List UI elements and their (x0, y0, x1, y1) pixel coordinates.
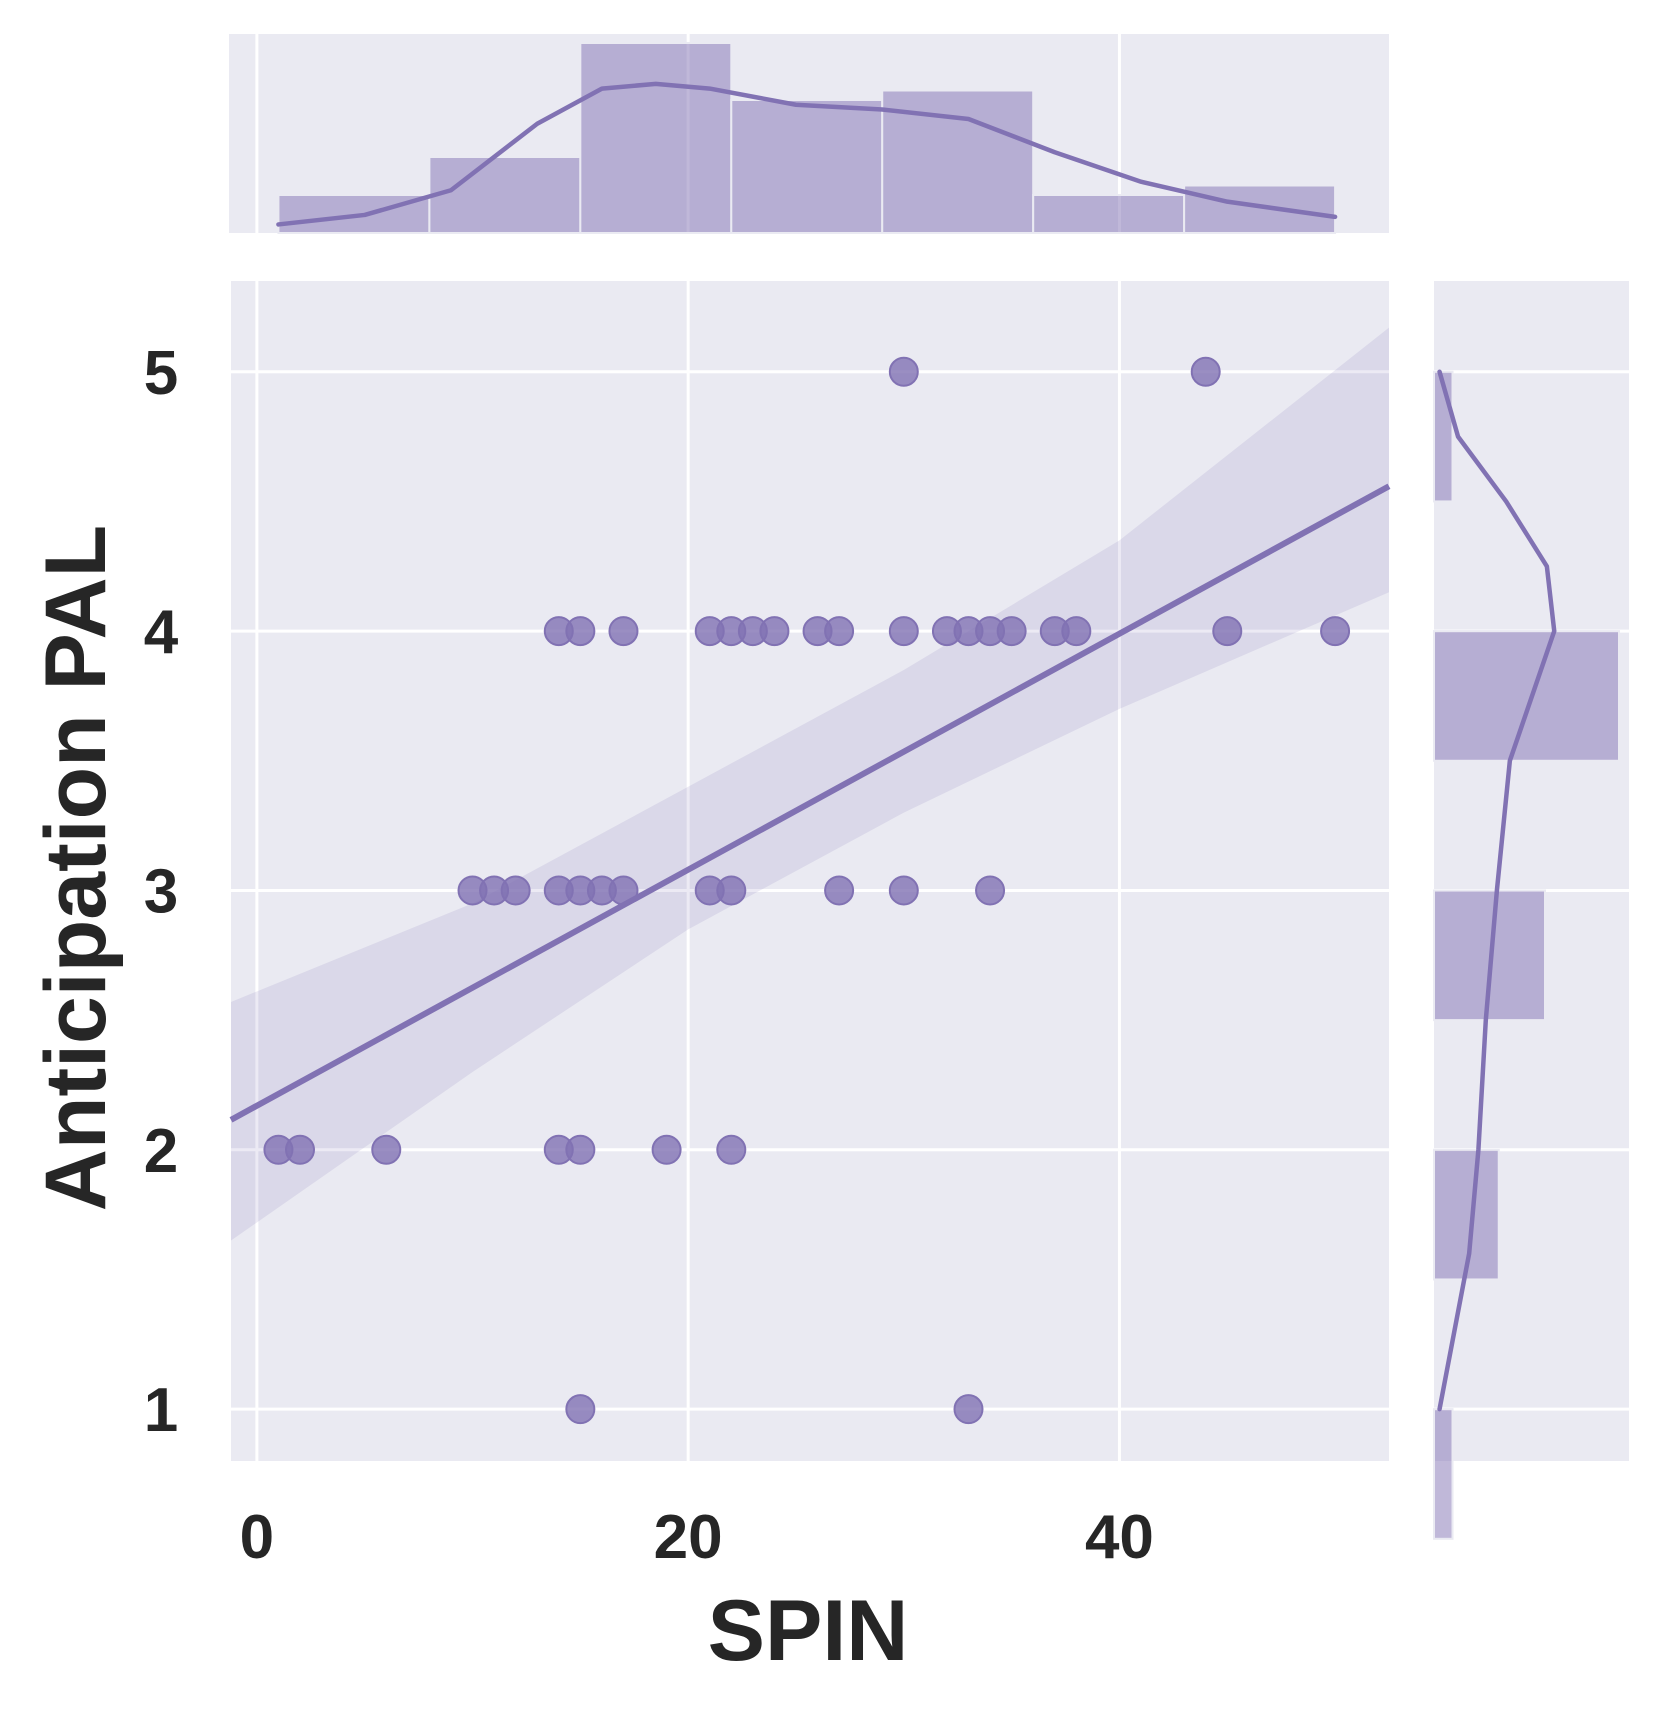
marginal-x-bar (1183, 184, 1337, 234)
scatter-point (888, 616, 919, 647)
scatter-point (1212, 616, 1243, 647)
scatter-point (651, 1134, 682, 1165)
marginal-x-kde (276, 81, 1338, 227)
scatter-point (975, 875, 1006, 906)
scatter-point (565, 1134, 596, 1165)
scatter-point (1190, 356, 1221, 387)
marginal-y-panel (1433, 281, 1629, 1540)
scatter-point (759, 616, 790, 647)
y-tick-label: 4 (144, 598, 179, 667)
scatter-point (565, 1394, 596, 1425)
marginal-y-bar (1433, 1408, 1454, 1540)
y-tick-label: 3 (144, 857, 178, 926)
scatter-point (500, 875, 531, 906)
marginal-y-bar (1433, 630, 1620, 762)
scatter-point (716, 1134, 747, 1165)
scatter-point (824, 875, 855, 906)
marginal-x-panel (229, 34, 1389, 234)
y-tick-label: 2 (144, 1117, 178, 1186)
scatter-point (1320, 616, 1351, 647)
x-tick-label: 40 (1085, 1503, 1154, 1572)
confidence-band (231, 327, 1389, 1241)
marginal-x-bar (1032, 194, 1186, 234)
scatter-point (565, 616, 596, 647)
scatter-point (371, 1134, 402, 1165)
x-tick-label: 20 (654, 1503, 723, 1572)
marginal-x-bar (579, 42, 733, 234)
y-tick-label: 5 (144, 339, 178, 408)
main-scatter-panel: 0 20 40 1 2 3 4 5 (144, 281, 1391, 1572)
scatter-point (888, 875, 919, 906)
main-panel-background (231, 281, 1389, 1461)
marginal-x-bar (428, 156, 582, 234)
marginal-x-bar (730, 99, 884, 234)
x-axis-title: SPIN (708, 1583, 909, 1679)
scatter-point (608, 616, 639, 647)
scatter-point (1061, 616, 1092, 647)
y-tick-label: 1 (144, 1376, 178, 1445)
x-tick-label: 0 (240, 1503, 274, 1572)
y-axis-title: Anticipation PAL (28, 525, 124, 1211)
scatter-point (953, 1394, 984, 1425)
scatter-point (996, 616, 1027, 647)
scatter-point (824, 616, 855, 647)
scatter-point (716, 875, 747, 906)
scatter-point (285, 1134, 316, 1165)
regression-line (229, 483, 1391, 1123)
scatter-point (888, 356, 919, 387)
marginal-y-kde (1437, 369, 1557, 1412)
